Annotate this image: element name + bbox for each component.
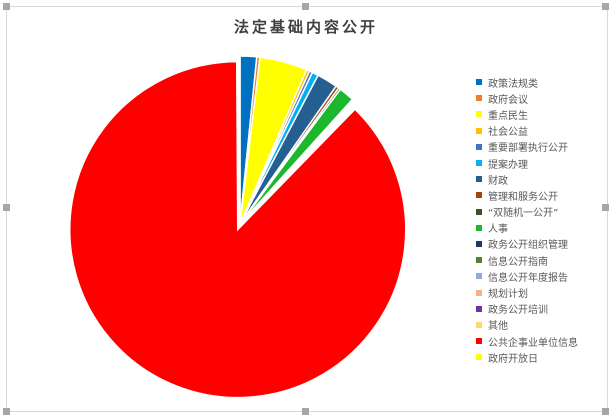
legend-swatch	[476, 240, 482, 247]
legend-swatch	[476, 79, 482, 86]
legend-swatch	[476, 143, 482, 150]
chart-title: 法定基础内容公开	[233, 18, 378, 36]
legend-label: 重要部署执行公开	[488, 143, 568, 155]
legend-label: 信息公开指南	[488, 256, 548, 268]
legend-swatch	[476, 321, 482, 328]
legend-label: 政府开放日	[488, 353, 538, 365]
legend-item: “双随机一公开”	[476, 204, 578, 220]
legend-label: 政务公开培训	[488, 305, 548, 317]
legend-item: 信息公开指南	[476, 252, 578, 268]
resize-handle-bm[interactable]	[302, 408, 309, 415]
legend-swatch	[476, 338, 482, 345]
resize-handle-ml[interactable]	[3, 204, 10, 211]
legend-label: “双随机一公开”	[488, 208, 559, 220]
legend-swatch	[476, 305, 482, 312]
legend-swatch	[476, 354, 482, 361]
legend-item: 其他	[476, 317, 578, 333]
legend-item: 提案办理	[476, 155, 578, 171]
legend-swatch	[476, 208, 482, 215]
legend-label: 规划计划	[488, 289, 528, 301]
legend-swatch	[476, 160, 482, 167]
legend-swatch	[476, 192, 482, 199]
pie-slice-16[interactable]	[69, 60, 407, 399]
legend-item: 政府开放日	[476, 349, 578, 365]
legend-swatch	[476, 224, 482, 231]
legend-label: 政务公开组织管理	[488, 240, 568, 252]
legend-item: 重点民生	[476, 106, 578, 122]
legend-swatch	[476, 289, 482, 296]
legend-label: 政府会议	[488, 94, 528, 106]
legend-item: 政策法规类	[476, 74, 578, 90]
legend-label: 提案办理	[488, 159, 528, 171]
legend-item: 人事	[476, 220, 578, 236]
resize-handle-br[interactable]	[602, 408, 609, 415]
legend-label: 公共企事业单位信息	[488, 337, 578, 349]
legend-label: 人事	[488, 224, 508, 236]
pie-slice-15[interactable]	[239, 101, 359, 225]
legend-swatch	[476, 127, 482, 134]
legend-label: 其他	[488, 321, 508, 333]
legend-item: 规划计划	[476, 284, 578, 300]
legend-item: 政府会议	[476, 90, 578, 106]
legend-swatch	[476, 111, 482, 118]
legend-item: 社会公益	[476, 123, 578, 139]
legend-item: 信息公开年度报告	[476, 268, 578, 284]
legend-swatch	[476, 273, 482, 280]
legend: 政策法规类政府会议重点民生社会公益重要部署执行公开 提案办理财政管理和服务公开 “双…	[476, 74, 578, 365]
resize-handle-bl[interactable]	[3, 408, 10, 415]
legend-item: 重要部署执行公开	[476, 139, 578, 155]
resize-handle-mr[interactable]	[602, 204, 609, 211]
legend-label: 政策法规类	[488, 78, 538, 90]
legend-item: 财政	[476, 171, 578, 187]
resize-handle-tm[interactable]	[302, 3, 309, 10]
legend-item: 政务公开组织管理	[476, 236, 578, 252]
legend-swatch	[476, 257, 482, 264]
legend-label: 信息公开年度报告	[488, 272, 568, 284]
legend-label: 重点民生	[488, 110, 528, 122]
legend-item: 政务公开培训	[476, 301, 578, 317]
legend-label: 财政	[488, 175, 508, 187]
legend-item: 公共企事业单位信息	[476, 333, 578, 349]
pie-slice-17[interactable]	[238, 55, 241, 225]
legend-swatch	[476, 95, 482, 102]
legend-label: 社会公益	[488, 127, 528, 139]
resize-handle-tr[interactable]	[602, 3, 609, 10]
legend-item: 管理和服务公开	[476, 187, 578, 203]
legend-swatch	[476, 176, 482, 183]
legend-label: 管理和服务公开	[488, 191, 558, 203]
resize-handle-tl[interactable]	[3, 3, 10, 10]
